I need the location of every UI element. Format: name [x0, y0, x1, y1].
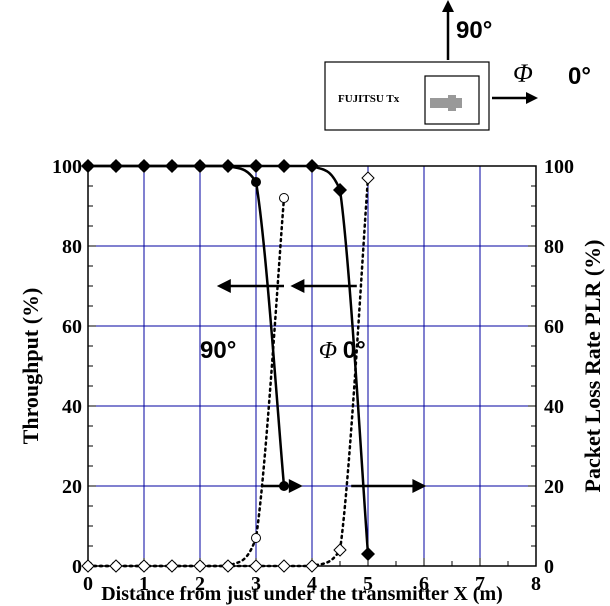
label-phi: Φ	[319, 338, 337, 364]
transmitter-inset: FUJITSU Tx 90° Φ 0°	[325, 0, 591, 130]
data-point-throughput-0	[221, 159, 235, 173]
up-arrow-head	[442, 0, 454, 12]
data-point-throughput-0	[249, 159, 263, 173]
arrow-plr-90-head	[289, 479, 303, 493]
series-line-plr-0	[88, 178, 368, 566]
data-point-throughput-0	[361, 547, 375, 561]
x-tick-label: 0	[83, 573, 93, 595]
y-left-tick-label: 0	[72, 556, 82, 578]
y-right-tick-label: 80	[544, 236, 564, 258]
data-point-throughput-0	[109, 159, 123, 173]
arrow-throughput-0-head	[290, 279, 304, 293]
inset-phi-label: Φ	[513, 59, 533, 88]
data-point-plr-0	[138, 560, 150, 572]
y-right-tick-label: 20	[544, 476, 564, 498]
y-left-tick-label: 60	[62, 316, 82, 338]
data-point-throughput-0	[277, 159, 291, 173]
data-point-throughput-0	[305, 159, 319, 173]
data-point-throughput-0	[193, 159, 207, 173]
series-line-plr-90	[88, 198, 284, 566]
y-left-tick-label: 80	[62, 236, 82, 258]
label-0-degrees: 0°	[343, 337, 366, 364]
data-point-throughput-90	[251, 177, 261, 187]
arrow-throughput-90-head	[217, 279, 231, 293]
right-arrow-head	[526, 92, 538, 104]
data-point-plr-0	[194, 560, 206, 572]
y-right-axis-label: Packet Loss Rate PLR (%)	[580, 240, 605, 493]
data-point-plr-0	[250, 560, 262, 572]
data-point-plr-0	[166, 560, 178, 572]
inset-up-label: 90°	[456, 17, 492, 44]
y-left-tick-label: 40	[62, 396, 82, 418]
data-point-plr-0	[222, 560, 234, 572]
y-left-axis-label: Throughput (%)	[18, 288, 43, 445]
inset-right-label: 0°	[568, 63, 591, 90]
y-right-tick-label: 60	[544, 316, 564, 338]
y-right-tick-label: 100	[544, 156, 574, 178]
data-point-plr-0	[362, 172, 374, 184]
data-point-throughput-0	[165, 159, 179, 173]
data-point-plr-0	[82, 560, 94, 572]
y-left-tick-label: 20	[62, 476, 82, 498]
y-right-tick-label: 40	[544, 396, 564, 418]
data-point-throughput-0	[81, 159, 95, 173]
data-point-plr-90	[280, 194, 289, 203]
x-axis-label: Distance from just under the transmitter…	[101, 583, 503, 605]
y-left-tick-label: 100	[52, 156, 82, 178]
x-tick-label: 8	[531, 573, 541, 595]
data-point-plr-0	[278, 560, 290, 572]
y-right-tick-label: 0	[544, 556, 554, 578]
label-90-degrees: 90°	[200, 337, 236, 364]
data-point-throughput-0	[137, 159, 151, 173]
data-point-plr-90	[252, 534, 261, 543]
data-point-plr-0	[306, 560, 318, 572]
data-point-plr-0	[110, 560, 122, 572]
inset-device-label: FUJITSU Tx	[338, 93, 400, 105]
data-point-throughput-0	[333, 183, 347, 197]
